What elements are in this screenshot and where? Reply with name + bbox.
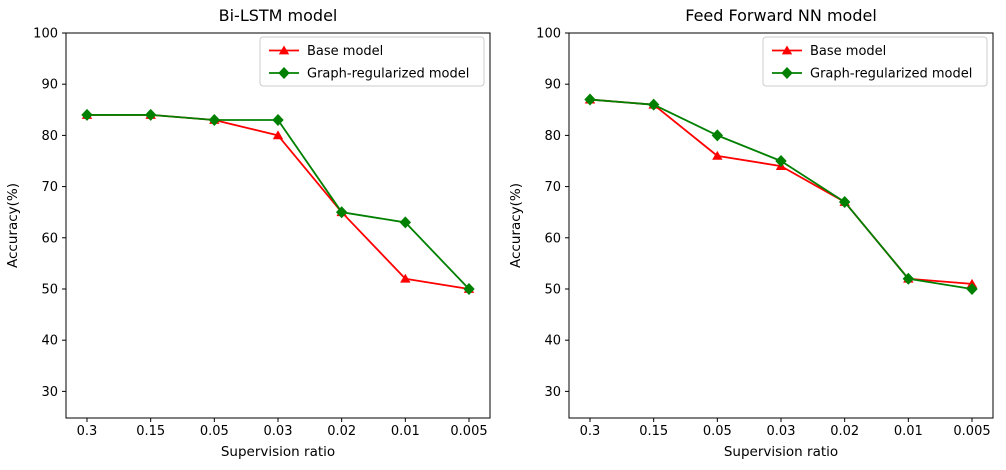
x-tick-label: 0.03 <box>767 424 796 439</box>
y-axis-label: Accuracy(%) <box>508 183 524 268</box>
y-tick-label: 100 <box>33 27 58 42</box>
x-tick-label: 0.3 <box>77 424 98 439</box>
y-tick-label: 90 <box>544 78 561 93</box>
legend-triangle-marker <box>278 45 290 55</box>
x-axis-label: Supervision ratio <box>724 444 838 460</box>
x-tick-label: 0.02 <box>830 424 859 439</box>
series-base-model <box>584 94 978 288</box>
y-tick-label: 40 <box>544 334 561 349</box>
legend: Base model Graph-regularized model <box>259 36 485 87</box>
chart-title: Feed Forward NN model <box>685 6 877 25</box>
y-tick-label: 90 <box>41 78 58 93</box>
chart-title: Bi-LSTM model <box>219 6 338 25</box>
x-tick-label: 0.05 <box>703 424 732 439</box>
legend-box <box>259 36 485 87</box>
diamond-marker <box>335 206 348 219</box>
legend-box <box>762 36 988 87</box>
y-tick-label: 80 <box>41 129 58 144</box>
triangle-marker <box>272 130 284 140</box>
chart-panel-feed-forward-nn: Feed Forward NN model 30 40 50 60 70 80 90 100 0.… <box>503 0 1006 470</box>
legend-label: Base model <box>810 44 886 59</box>
y-tick-label: 80 <box>544 129 561 144</box>
triangle-marker <box>712 150 723 160</box>
y-tick-label: 30 <box>41 385 58 400</box>
diamond-marker <box>81 108 93 121</box>
y-tick-label: 60 <box>544 231 561 246</box>
diamond-marker <box>775 154 787 167</box>
diamond-marker <box>463 282 475 295</box>
series-line <box>589 98 973 285</box>
diamond-marker <box>208 114 221 127</box>
x-tick-label: 0.01 <box>391 424 420 439</box>
chart-feed-forward-nn-model: Feed Forward NN model 30 40 50 60 70 80 90 100 0.… <box>508 6 994 460</box>
x-axis: 0.3 0.15 0.05 0.03 0.02 0.01 0.005 <box>580 418 991 439</box>
series-graph-regularized-model <box>81 108 475 295</box>
x-tick-label: 0.15 <box>136 424 165 439</box>
diamond-marker <box>966 282 978 295</box>
y-tick-label: 50 <box>41 282 58 297</box>
diamond-marker <box>399 216 412 229</box>
x-tick-label: 0.005 <box>450 424 487 439</box>
series-line <box>589 98 973 290</box>
x-tick-label: 0.15 <box>639 424 668 439</box>
diamond-marker <box>272 114 284 127</box>
plot-area-frame <box>65 32 491 419</box>
y-axis-label: Accuracy(%) <box>5 183 21 268</box>
legend-label: Graph-regularized model <box>810 67 972 82</box>
series-line <box>87 114 470 290</box>
legend-diamond-marker <box>781 67 793 79</box>
x-tick-label: 0.005 <box>953 424 990 439</box>
y-tick-label: 30 <box>544 385 561 400</box>
x-tick-label: 0.01 <box>894 424 923 439</box>
x-axis: 0.3 0.15 0.05 0.03 0.02 0.01 0.005 <box>77 418 488 439</box>
diamond-marker <box>144 108 157 121</box>
y-tick-label: 70 <box>544 180 561 195</box>
y-tick-label: 70 <box>41 180 58 195</box>
x-tick-label: 0.03 <box>264 424 293 439</box>
y-tick-label: 60 <box>41 231 58 246</box>
series-line <box>87 114 470 290</box>
legend: Base model Graph-regularized model <box>762 36 988 87</box>
diamond-marker <box>584 93 596 106</box>
legend-label: Base model <box>307 44 383 59</box>
series-base-model <box>81 109 475 293</box>
legend-diamond-marker <box>278 67 290 79</box>
y-tick-label: 100 <box>536 27 561 42</box>
plot-area-frame <box>568 32 994 419</box>
triangle-marker <box>400 273 411 283</box>
y-tick-label: 40 <box>41 334 58 349</box>
chart-panel-bilstm: Bi-LSTM model 30 40 50 60 70 80 90 100 0.3 0.15 0.0… <box>5 6 491 460</box>
y-axis: 30 40 50 60 70 80 90 100 <box>536 27 569 400</box>
x-tick-label: 0.05 <box>200 424 229 439</box>
series-graph-regularized-model <box>584 93 978 295</box>
chart-bilstm-model: Bi-LSTM model 30 40 50 60 70 80 90 100 0.3 0.15 0.0… <box>5 6 491 460</box>
diamond-marker <box>711 129 724 142</box>
legend-triangle-marker <box>781 45 793 55</box>
x-tick-label: 0.02 <box>327 424 356 439</box>
x-tick-label: 0.3 <box>580 424 601 439</box>
y-tick-label: 50 <box>544 282 561 297</box>
y-axis: 30 40 50 60 70 80 90 100 <box>33 27 66 400</box>
legend-label: Graph-regularized model <box>307 67 469 82</box>
x-axis-label: Supervision ratio <box>221 444 335 460</box>
